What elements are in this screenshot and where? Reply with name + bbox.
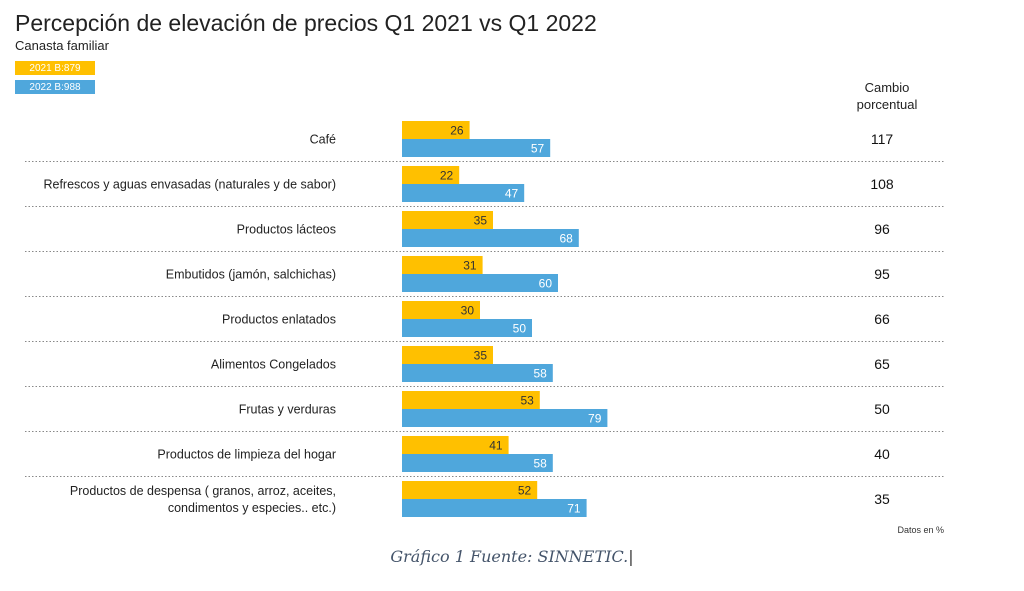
change-percent-value: 108 <box>870 176 894 192</box>
bar-2021-value-label: 30 <box>461 304 475 318</box>
bar-2021 <box>402 436 509 454</box>
change-header-line2: porcentual <box>856 97 918 112</box>
bar-2022-value-label: 57 <box>531 142 545 156</box>
bar-2021-value-label: 52 <box>518 484 532 498</box>
category-label: Café <box>310 133 336 147</box>
change-percent-value: 50 <box>874 401 890 417</box>
chart-title: Percepción de elevación de precios Q1 20… <box>15 10 597 36</box>
bar-2021 <box>402 211 493 229</box>
change-percent-value: 35 <box>874 491 890 507</box>
legend-item-2022: 2022 B:988 <box>15 80 95 94</box>
legend-item-2021: 2021 B:879 <box>15 61 95 75</box>
bar-2022-value-label: 68 <box>559 232 573 246</box>
change-percent-value: 66 <box>874 311 890 327</box>
bar-2021 <box>402 121 470 139</box>
bar-2021-value-label: 31 <box>463 259 477 273</box>
bar-2022 <box>402 139 551 157</box>
bar-2022 <box>402 319 532 337</box>
chart-subtitle: Canasta familiar <box>15 38 109 53</box>
source-text: Gráfico 1 Fuente: SINNETIC. <box>390 547 629 566</box>
bar-2021 <box>402 481 538 499</box>
bar-2021-value-label: 26 <box>450 124 464 138</box>
bar-2022-value-label: 58 <box>533 367 547 381</box>
change-header-line1: Cambio <box>864 80 910 95</box>
change-percent-value: 40 <box>874 446 890 462</box>
units-note: Datos en % <box>897 525 944 535</box>
change-column-header: Cambio porcentual <box>832 79 942 113</box>
bar-2021-value-label: 41 <box>489 439 503 453</box>
bar-2021-value-label: 22 <box>440 169 454 183</box>
bar-2022-value-label: 79 <box>588 412 602 426</box>
bar-2021 <box>402 166 460 184</box>
category-label: Productos de limpieza del hogar <box>157 448 336 462</box>
bar-2021 <box>402 391 540 409</box>
change-percent-value: 95 <box>874 266 890 282</box>
category-label: Productos enlatados <box>222 313 336 327</box>
text-cursor: | <box>628 547 634 566</box>
change-percent-value: 65 <box>874 356 890 372</box>
category-label: Refrescos y aguas envasadas (naturales y… <box>43 178 336 192</box>
bar-2021-value-label: 53 <box>520 394 534 408</box>
category-label: Productos lácteos <box>237 223 336 237</box>
bar-2021 <box>402 256 483 274</box>
bar-2022 <box>402 229 579 247</box>
bar-2021 <box>402 346 493 364</box>
bar-2022-value-label: 47 <box>505 187 519 201</box>
category-label: Alimentos Congelados <box>211 358 336 372</box>
bar-2022-value-label: 58 <box>533 457 547 471</box>
bar-2022 <box>402 409 608 427</box>
category-label: Productos de despensa ( granos, arroz, a… <box>70 484 336 498</box>
chart-source-caption: Gráfico 1 Fuente: SINNETIC.| <box>0 547 1024 566</box>
bar-2021-value-label: 35 <box>474 349 488 363</box>
bar-2022-value-label: 71 <box>567 502 581 516</box>
change-percent-value: 96 <box>874 221 890 237</box>
bar-2022 <box>402 184 525 202</box>
bar-2022 <box>402 274 558 292</box>
category-label: Embutidos (jamón, salchichas) <box>166 268 336 282</box>
bar-2022 <box>402 499 587 517</box>
bar-2021 <box>402 301 480 319</box>
bar-chart: 26 57 Café 117 22 47 Refrescos y aguas envasad… <box>25 121 945 535</box>
bar-2022-value-label: 50 <box>513 322 527 336</box>
change-percent-value: 117 <box>871 131 894 147</box>
bar-2022-value-label: 60 <box>539 277 553 291</box>
bar-2021-value-label: 35 <box>474 214 488 228</box>
bar-2022 <box>402 364 553 382</box>
category-label: condimentos y especies.. etc.) <box>168 501 336 515</box>
bar-2022 <box>402 454 553 472</box>
category-label: Frutas y verduras <box>239 403 336 417</box>
